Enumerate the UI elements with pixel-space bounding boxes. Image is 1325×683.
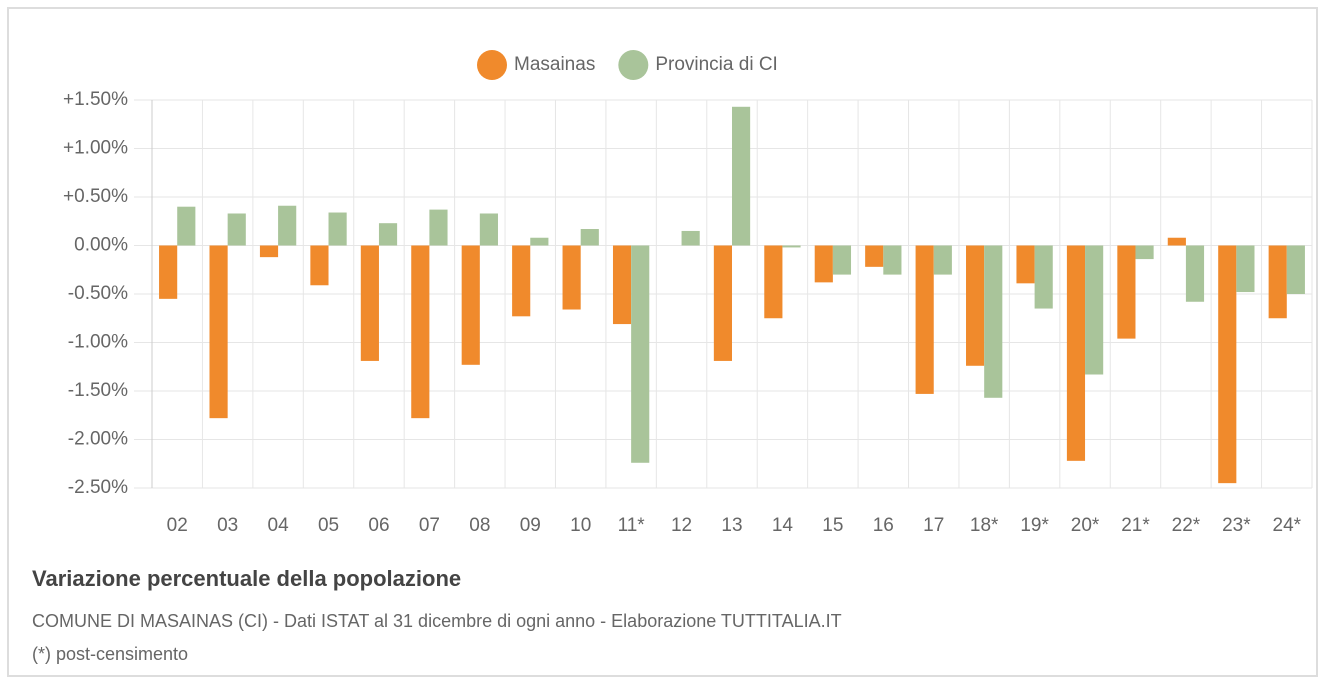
x-tick-label: 17: [923, 515, 944, 536]
x-tick-label: 03: [217, 515, 238, 536]
bar: [328, 212, 347, 246]
bar: [159, 245, 178, 299]
chart-title: Variazione percentuale della popolazione: [32, 566, 461, 591]
bar: [227, 213, 246, 246]
chart-subtitle: COMUNE DI MASAINAS (CI) - Dati ISTAT al …: [32, 611, 842, 631]
bar: [259, 245, 279, 258]
bar: [1167, 237, 1186, 246]
y-tick-label: -0.50%: [68, 283, 128, 304]
bar: [1117, 245, 1136, 339]
bar: [612, 245, 632, 325]
x-tick-label: 14: [772, 515, 794, 536]
bar: [1066, 245, 1086, 461]
y-tick-label: +1.50%: [63, 89, 128, 110]
y-tick-label: -2.50%: [68, 477, 128, 498]
bar: [479, 213, 498, 246]
x-tick-label: 15: [822, 515, 843, 536]
y-tick-label: +0.50%: [63, 186, 128, 207]
bar: [378, 223, 398, 246]
x-tick-label: 10: [570, 515, 591, 536]
bar: [1286, 245, 1305, 294]
x-tick-label: 12: [671, 515, 692, 536]
bar: [1034, 245, 1053, 309]
bar: [915, 245, 934, 394]
bar: [411, 245, 430, 419]
x-tick-label: 04: [268, 515, 290, 536]
bar: [883, 245, 902, 275]
bar: [1185, 245, 1205, 302]
y-tick-label: -1.50%: [68, 380, 128, 401]
x-tick-label: 06: [368, 515, 389, 536]
bar: [713, 245, 732, 361]
x-tick-label: 08: [469, 515, 490, 536]
bar: [814, 245, 833, 283]
x-tick-label: 11*: [618, 515, 646, 536]
bar: [177, 206, 196, 246]
x-tick-label: 18*: [970, 515, 999, 536]
bar: [984, 245, 1003, 398]
chart-note: (*) post-censimento: [32, 644, 188, 664]
x-tick-label: 16: [873, 515, 894, 536]
bar: [429, 209, 448, 246]
bar: [209, 245, 228, 419]
bar: [865, 245, 884, 267]
x-tick-label: 09: [520, 515, 541, 536]
x-tick-label: 23*: [1222, 515, 1251, 536]
legend-label: Masainas: [514, 54, 595, 75]
x-tick-label: 02: [167, 515, 188, 536]
y-tick-label: -1.00%: [68, 332, 128, 353]
bar: [1016, 245, 1035, 284]
bar: [764, 245, 783, 319]
y-tick-label: 0.00%: [74, 235, 128, 256]
x-tick-label: 20*: [1071, 515, 1100, 536]
bar: [933, 245, 952, 275]
x-tick-label: 05: [318, 515, 339, 536]
bar: [832, 245, 852, 275]
legend-swatch: [477, 50, 507, 80]
legend-swatch: [618, 50, 649, 80]
x-tick-label: 21*: [1121, 515, 1150, 536]
bar: [1268, 245, 1287, 319]
bar: [461, 245, 480, 365]
bar: [512, 245, 531, 317]
x-tick-label: 19*: [1020, 515, 1049, 536]
bar: [681, 230, 700, 246]
bar: [1135, 245, 1154, 260]
x-tick-label: 13: [721, 515, 742, 536]
y-tick-label: +1.00%: [63, 138, 128, 159]
x-tick-label: 22*: [1172, 515, 1201, 536]
bar: [966, 245, 985, 366]
x-tick-label: 24*: [1273, 515, 1302, 536]
x-tick-label: 07: [419, 515, 440, 536]
bar: [278, 205, 297, 246]
bar: [1236, 245, 1255, 293]
bar: [310, 245, 329, 286]
y-tick-label: -2.00%: [68, 429, 128, 450]
bar: [580, 229, 599, 246]
bar: [1218, 245, 1237, 484]
bar: [562, 245, 581, 310]
bar: [530, 237, 549, 246]
bar: [360, 245, 379, 361]
bar: [782, 245, 801, 248]
legend-label: Provincia di CI: [655, 54, 778, 75]
bar: [1085, 245, 1104, 375]
bar: [732, 106, 751, 246]
bar: [631, 245, 650, 463]
